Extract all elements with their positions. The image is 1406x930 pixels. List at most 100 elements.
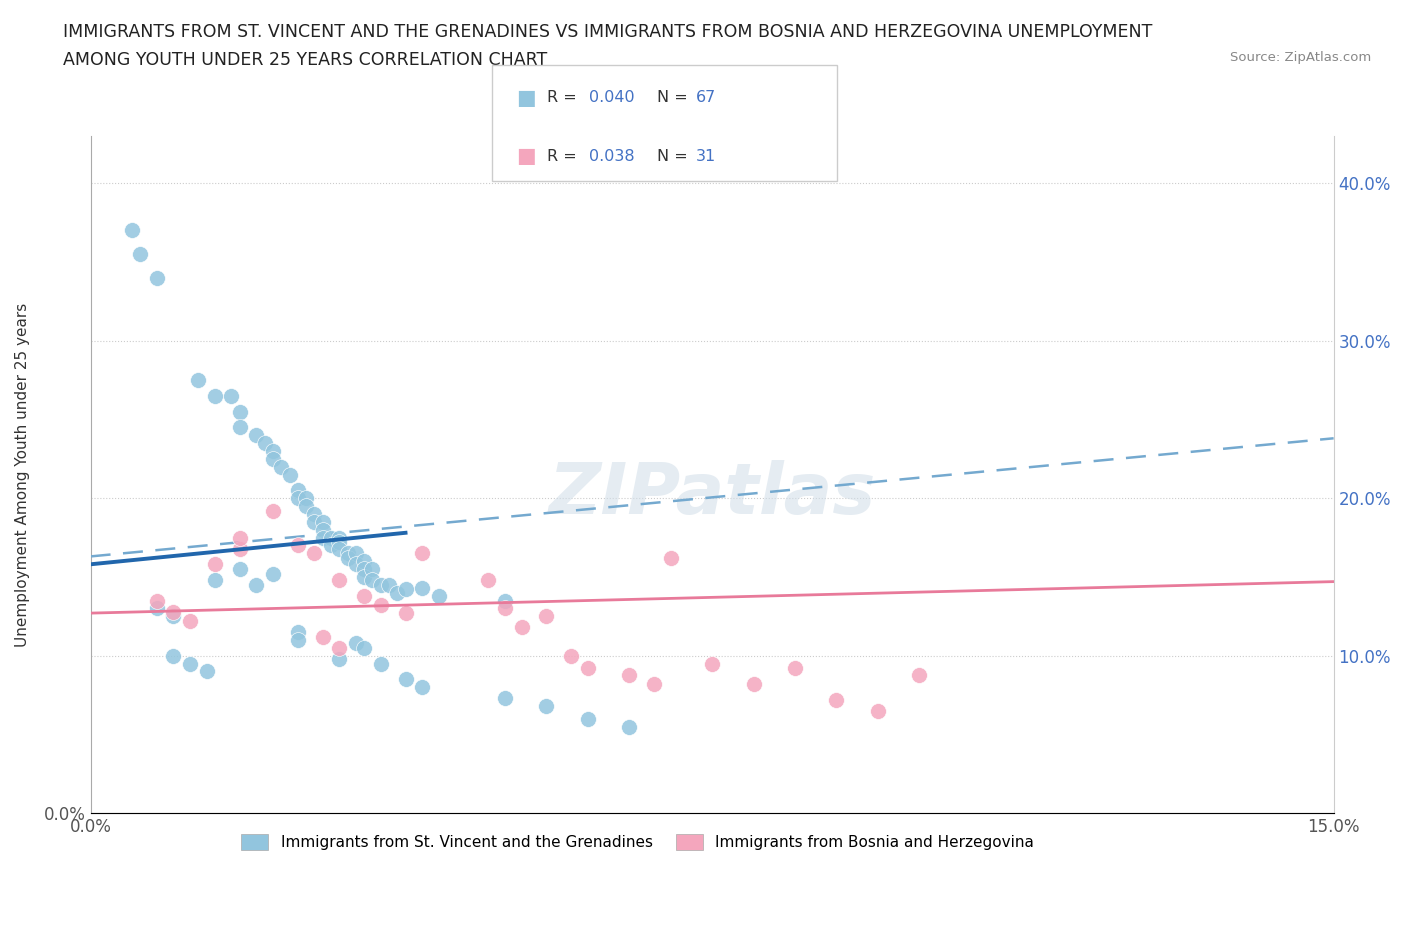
- Point: [361, 573, 384, 588]
- Point: [278, 467, 301, 482]
- Point: [344, 635, 367, 650]
- Point: [295, 491, 318, 506]
- Text: R =: R =: [547, 90, 582, 105]
- Point: [204, 389, 226, 404]
- Point: [328, 651, 350, 666]
- Point: [229, 419, 252, 434]
- Point: [195, 664, 218, 679]
- Point: [245, 428, 267, 443]
- Point: [328, 530, 350, 545]
- Point: [494, 691, 516, 706]
- Point: [344, 546, 367, 561]
- Point: [311, 523, 333, 538]
- Point: [262, 451, 284, 466]
- Point: [287, 625, 309, 640]
- Point: [319, 538, 342, 552]
- Point: [427, 589, 450, 604]
- Point: [700, 656, 723, 671]
- Point: [304, 507, 326, 522]
- Point: [245, 578, 267, 592]
- Point: [825, 692, 848, 707]
- Point: [353, 553, 375, 568]
- Point: [908, 667, 931, 682]
- Point: [370, 578, 392, 592]
- Text: 0.040: 0.040: [589, 90, 634, 105]
- Point: [162, 609, 184, 624]
- Point: [387, 585, 409, 600]
- Point: [262, 444, 284, 458]
- Point: [353, 569, 375, 584]
- Point: [328, 573, 350, 588]
- Point: [866, 703, 889, 718]
- Point: [370, 656, 392, 671]
- Point: [411, 680, 433, 695]
- Point: [121, 223, 143, 238]
- Point: [179, 656, 201, 671]
- Point: [162, 604, 184, 619]
- Point: [536, 609, 558, 624]
- Point: [619, 719, 641, 734]
- Point: [229, 562, 252, 577]
- Text: 0.038: 0.038: [589, 149, 634, 164]
- Point: [311, 530, 333, 545]
- Point: [328, 535, 350, 550]
- Text: R =: R =: [547, 149, 582, 164]
- Point: [536, 698, 558, 713]
- Point: [560, 648, 582, 663]
- Point: [394, 605, 416, 620]
- Text: IMMIGRANTS FROM ST. VINCENT AND THE GRENADINES VS IMMIGRANTS FROM BOSNIA AND HER: IMMIGRANTS FROM ST. VINCENT AND THE GREN…: [63, 23, 1153, 41]
- Point: [619, 667, 641, 682]
- Point: [361, 562, 384, 577]
- Point: [221, 389, 243, 404]
- Point: [370, 598, 392, 613]
- Point: [576, 661, 599, 676]
- Point: [336, 551, 359, 565]
- Point: [477, 573, 499, 588]
- Point: [204, 573, 226, 588]
- Text: Source: ZipAtlas.com: Source: ZipAtlas.com: [1230, 51, 1371, 64]
- Point: [411, 546, 433, 561]
- Text: ZIPatlas: ZIPatlas: [548, 460, 876, 529]
- Point: [336, 546, 359, 561]
- Point: [187, 373, 209, 388]
- Point: [204, 557, 226, 572]
- Point: [146, 593, 169, 608]
- Point: [287, 483, 309, 498]
- Point: [304, 514, 326, 529]
- Point: [659, 551, 682, 565]
- Point: [783, 661, 806, 676]
- Point: [311, 630, 333, 644]
- Text: ■: ■: [516, 87, 536, 108]
- Point: [129, 246, 152, 261]
- Point: [295, 498, 318, 513]
- Point: [353, 641, 375, 656]
- Point: [229, 530, 252, 545]
- Point: [344, 557, 367, 572]
- Point: [411, 580, 433, 595]
- Point: [253, 435, 276, 450]
- Text: ■: ■: [516, 146, 536, 166]
- Point: [287, 632, 309, 647]
- Point: [510, 620, 533, 635]
- Point: [353, 589, 375, 604]
- Point: [394, 582, 416, 597]
- Point: [146, 601, 169, 616]
- Point: [494, 601, 516, 616]
- Point: [262, 566, 284, 581]
- Text: 67: 67: [696, 90, 716, 105]
- Legend: Immigrants from St. Vincent and the Grenadines, Immigrants from Bosnia and Herze: Immigrants from St. Vincent and the Gren…: [235, 828, 1040, 857]
- Point: [146, 271, 169, 286]
- Point: [229, 404, 252, 418]
- Text: N =: N =: [657, 90, 693, 105]
- Point: [576, 711, 599, 726]
- Point: [494, 593, 516, 608]
- Text: N =: N =: [657, 149, 693, 164]
- Point: [229, 541, 252, 556]
- Point: [394, 671, 416, 686]
- Point: [328, 641, 350, 656]
- Point: [311, 514, 333, 529]
- Point: [270, 459, 292, 474]
- Point: [287, 538, 309, 552]
- Point: [304, 546, 326, 561]
- Point: [262, 503, 284, 518]
